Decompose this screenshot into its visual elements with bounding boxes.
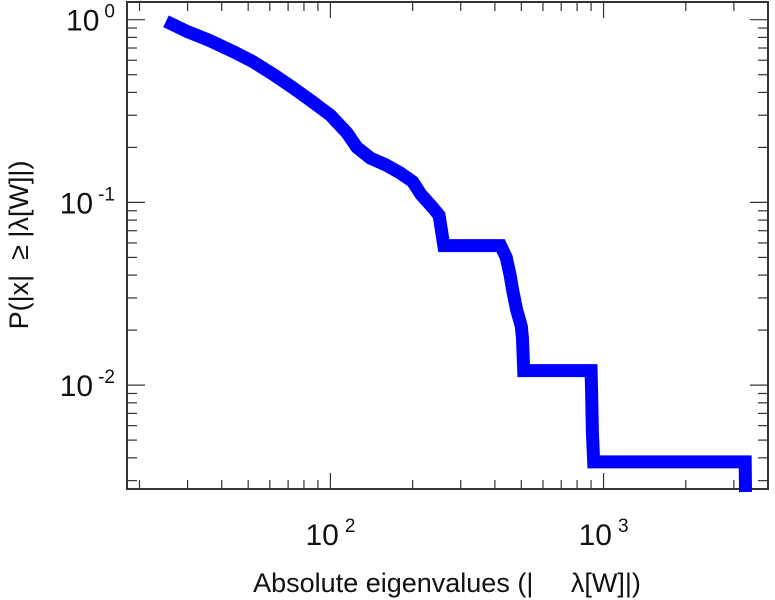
plot-frame — [126, 1, 769, 490]
x-axis-label: Absolute eigenvalues (| λ[W]|) — [253, 568, 641, 598]
y-tick-label: 10 0 — [66, 2, 115, 38]
tick-labels: 10 2 10 3 10 0 10 -1 10 -2 — [60, 2, 629, 552]
series-line — [163, 15, 752, 493]
minor-ticks — [127, 2, 769, 489]
y-tick-label: 10 -1 — [60, 184, 115, 220]
x-tick-label: 10 3 — [579, 516, 629, 552]
y-tick-label: 10 -2 — [60, 367, 115, 403]
y-axis-label: P(|x| ≥ |λ[W]|) — [4, 161, 34, 330]
x-tick-label: 10 2 — [305, 516, 355, 552]
major-ticks — [127, 2, 768, 489]
